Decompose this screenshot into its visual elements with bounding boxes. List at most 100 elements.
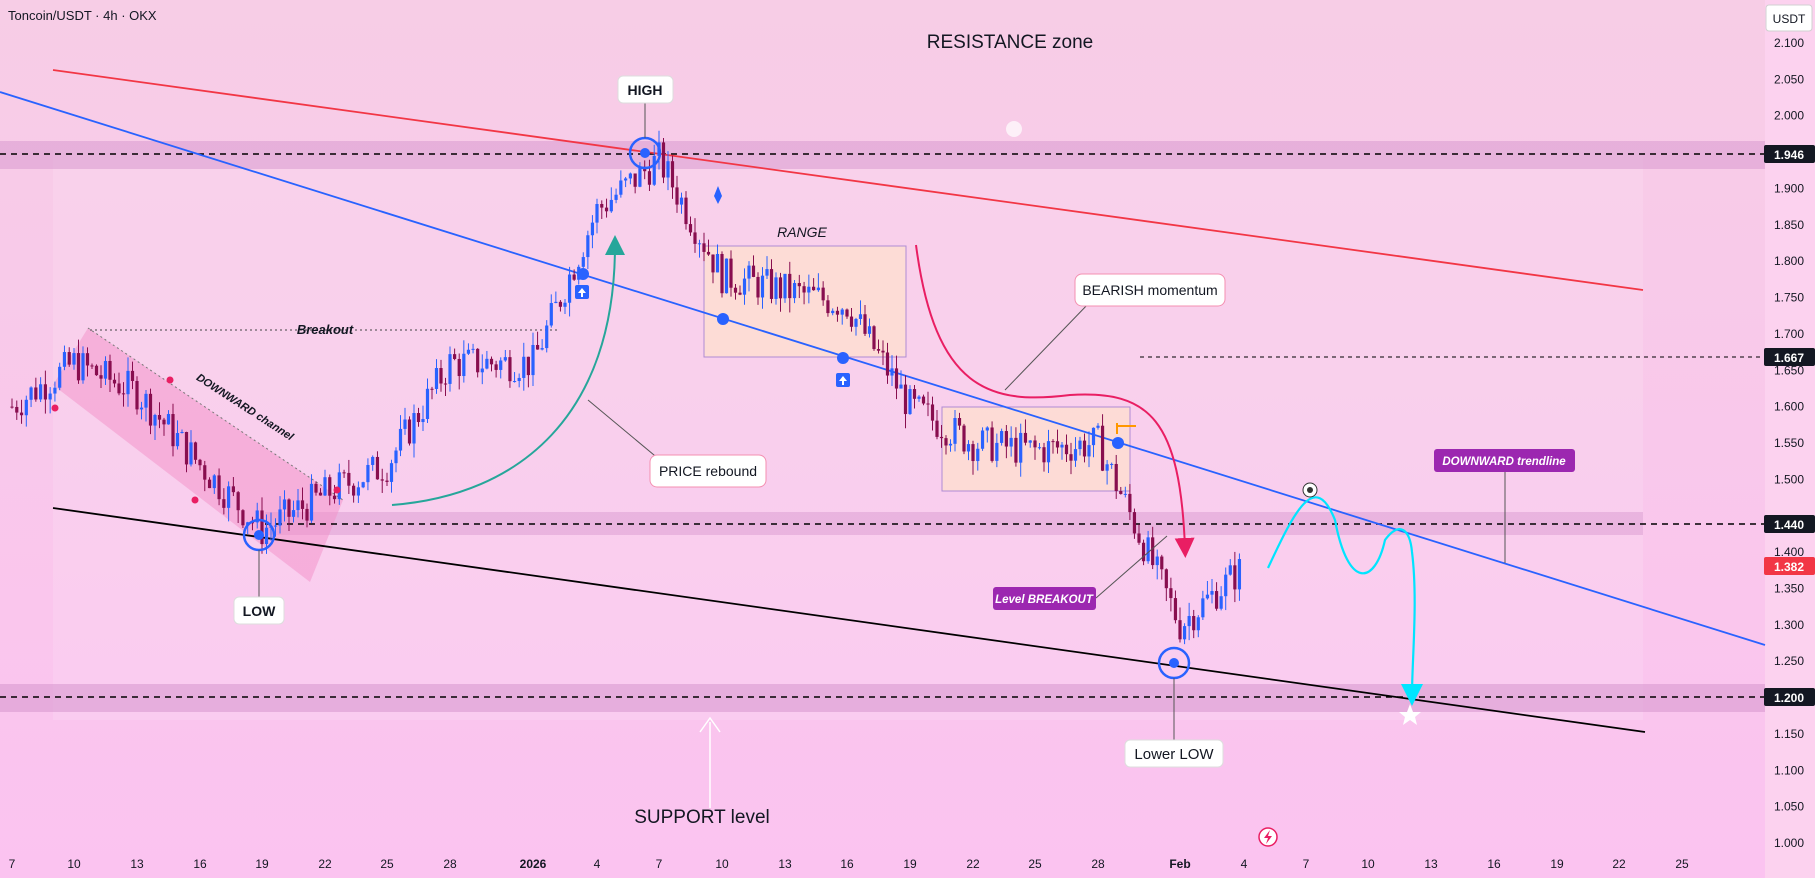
- candle-body: [720, 253, 724, 294]
- candle-body: [697, 243, 702, 245]
- candle-body: [1187, 616, 1191, 627]
- candle-body: [144, 393, 148, 408]
- flag-icon[interactable]: [1116, 423, 1136, 434]
- candle-body: [863, 314, 867, 334]
- candle-body: [139, 407, 144, 410]
- candle-body: [675, 187, 679, 205]
- candle-body: [273, 525, 278, 527]
- candle-body: [1155, 556, 1159, 566]
- candle-body: [953, 418, 957, 444]
- candle-body: [332, 495, 337, 500]
- candle-body: [816, 287, 820, 291]
- candle-body: [742, 278, 747, 295]
- candle-body: [738, 292, 742, 295]
- candle-body: [751, 265, 756, 277]
- candle-body: [724, 258, 729, 294]
- candle-body: [203, 465, 207, 480]
- price-badge-current[interactable]: 1.382: [1764, 557, 1815, 575]
- candle-body: [812, 286, 816, 291]
- price-tick-label: 1.100: [1774, 763, 1804, 777]
- candle-body: [666, 161, 670, 178]
- arrow-down-circle-icon[interactable]: [1006, 121, 1022, 137]
- level-breakout-box[interactable]: [993, 587, 1096, 610]
- candle-body: [260, 510, 264, 545]
- support-arrow-head: [699, 716, 721, 733]
- candle-body: [305, 508, 309, 521]
- candle-body: [371, 456, 375, 465]
- time-tick-label: 22: [966, 857, 980, 871]
- price-rebound-box[interactable]: [649, 454, 767, 488]
- candle-body: [361, 482, 365, 488]
- price-badge-resistance[interactable]: 1.946: [1764, 145, 1815, 163]
- rocket-icon[interactable]: [714, 186, 722, 204]
- candle-body: [403, 419, 407, 429]
- low-label-box[interactable]: [233, 596, 285, 625]
- price-badge-support[interactable]: 1.200: [1764, 688, 1815, 706]
- candle-body: [876, 349, 881, 351]
- candle-body: [835, 310, 840, 315]
- high-label-box[interactable]: [617, 75, 674, 104]
- candle-body: [1033, 440, 1037, 448]
- candle-body: [831, 310, 835, 314]
- channel-touch-dot: [333, 486, 341, 494]
- time-tick-label: 2026: [520, 857, 547, 871]
- candle-body: [554, 301, 558, 304]
- time-tick-label: 7: [9, 857, 16, 871]
- candle-body: [535, 344, 540, 350]
- candle-body: [1151, 537, 1155, 566]
- candle-body: [126, 370, 130, 395]
- candle-body: [962, 425, 966, 452]
- candle-body: [90, 365, 94, 367]
- candle-body: [309, 483, 314, 521]
- candle-body: [563, 302, 567, 307]
- candle-body: [1105, 464, 1109, 471]
- price-tick-label: 1.350: [1774, 581, 1804, 595]
- resistance-band: [0, 141, 1765, 169]
- candle-body: [1128, 493, 1132, 513]
- candle-body: [300, 500, 305, 509]
- candle-body: [157, 414, 162, 420]
- support-trendline: [52, 507, 1646, 733]
- candle-body: [903, 384, 908, 415]
- candle-body: [1219, 596, 1223, 609]
- candle-body: [1069, 454, 1073, 461]
- lower-low-label-box[interactable]: [1124, 739, 1224, 768]
- candle-body: [112, 379, 117, 384]
- candle-body: [926, 403, 930, 405]
- downward-trendline-label: DOWNWARD trendline: [1442, 456, 1566, 468]
- currency-badge[interactable]: [1765, 4, 1813, 32]
- price-badge-breakout[interactable]: 1.440: [1764, 515, 1815, 533]
- candle-body: [207, 479, 212, 489]
- downward-trendline-box[interactable]: [1434, 449, 1575, 472]
- candle-body: [103, 360, 108, 379]
- price-badge-support-label: 1.200: [1774, 691, 1804, 705]
- resistance-trendline: [52, 69, 1644, 291]
- candle-body: [1064, 444, 1069, 455]
- candle-body: [912, 389, 917, 399]
- bearish-momentum-arrow: [915, 244, 1195, 558]
- candle-body: [443, 383, 448, 385]
- candle-body: [356, 487, 360, 496]
- time-tick-label: 13: [1424, 857, 1438, 871]
- channel-touch-dot: [166, 376, 174, 384]
- price-badge-mid[interactable]: 1.667: [1764, 348, 1815, 366]
- candle-body: [729, 258, 733, 288]
- candle-body: [227, 486, 231, 508]
- candle-body: [572, 274, 576, 280]
- candle-body: [581, 257, 585, 267]
- breakout-band: [265, 512, 1643, 535]
- downward-trendline: [0, 91, 1766, 646]
- candle-body: [1000, 431, 1004, 443]
- candle-body: [1046, 441, 1051, 463]
- candle-body: [688, 224, 693, 233]
- candle-body: [489, 358, 494, 365]
- rebound-arrow: [391, 235, 625, 506]
- candle-body: [499, 360, 503, 370]
- candle-body: [702, 243, 706, 252]
- candle-body: [944, 438, 948, 446]
- star-icon[interactable]: [1399, 704, 1421, 725]
- bearish-momentum-box[interactable]: [1074, 273, 1226, 307]
- price-badge-resistance-label: 1.946: [1774, 148, 1804, 162]
- candle-body: [99, 375, 103, 379]
